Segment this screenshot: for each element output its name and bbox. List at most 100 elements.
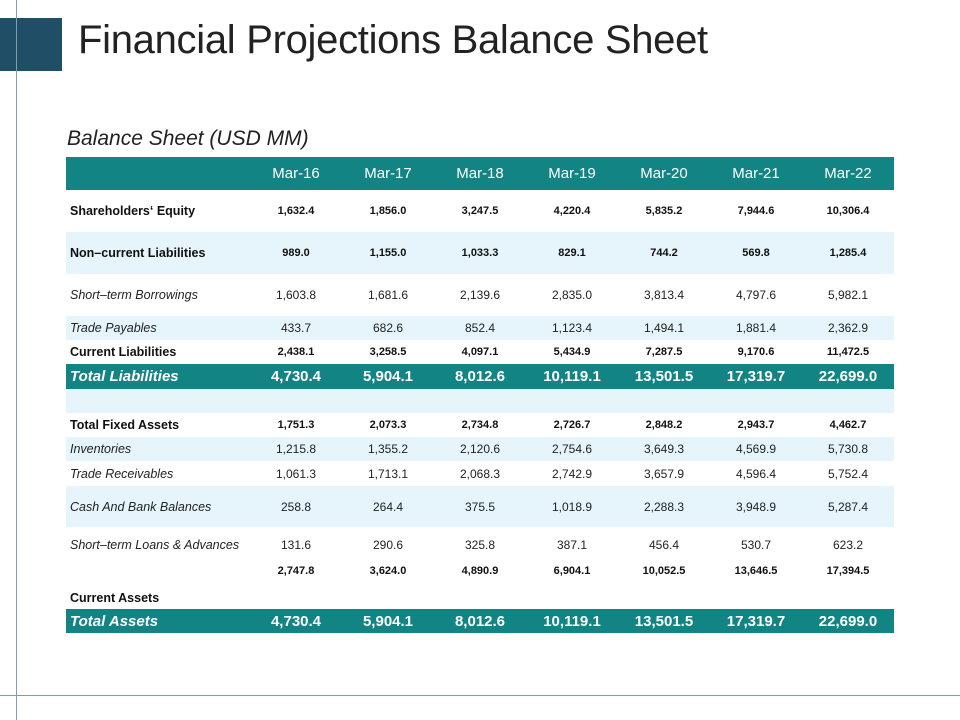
value-cell: 456.4 (618, 527, 710, 563)
table-row: Trade Receivables 1,061.3 1,713.1 2,068.3 2,… (66, 461, 894, 486)
value-cell: 5,904.1 (342, 609, 434, 633)
value-cell: 2,068.3 (434, 461, 526, 486)
value-cell: 22,699.0 (802, 609, 894, 633)
value-cell: 5,982.1 (802, 274, 894, 316)
value-cell: 1,494.1 (618, 316, 710, 340)
value-cell: 1,123.4 (526, 316, 618, 340)
empty-cell (66, 389, 250, 413)
value-cell: 2,747.8 (250, 563, 342, 609)
value-cell: 1,881.4 (710, 316, 802, 340)
value-cell: 7,944.6 (710, 190, 802, 232)
value-cell: 13,501.5 (618, 609, 710, 633)
value-cell: 530.7 (710, 527, 802, 563)
table-row: Shareholders‘ Equity 1,632.4 1,856.0 3,247.… (66, 190, 894, 232)
table-subtitle: Balance Sheet (USD MM) (67, 127, 309, 150)
value-cell: 2,726.7 (526, 413, 618, 437)
table-row: Total Fixed Assets 1,751.3 2,073.3 2,734.8 2… (66, 413, 894, 437)
value-cell: 5,752.4 (802, 461, 894, 486)
value-cell: 2,835.0 (526, 274, 618, 316)
value-cell: 2,754.6 (526, 437, 618, 461)
value-cell: 10,052.5 (618, 563, 710, 609)
value-cell: 5,904.1 (342, 364, 434, 389)
value-cell: 1,215.8 (250, 437, 342, 461)
value-cell: 8,012.6 (434, 364, 526, 389)
bottom-divider-line (0, 695, 960, 696)
table-row: Trade Payables 433.7 682.6 852.4 1,123.4 1,49… (66, 316, 894, 340)
row-label: Trade Receivables (66, 461, 250, 486)
row-label: Short–term Borrowings (66, 274, 250, 316)
value-cell: 852.4 (434, 316, 526, 340)
value-cell: 2,742.9 (526, 461, 618, 486)
value-cell: 2,438.1 (250, 340, 342, 364)
value-cell: 10,119.1 (526, 364, 618, 389)
value-cell: 11,472.5 (802, 340, 894, 364)
empty-cell (526, 389, 618, 413)
table-row: Current Liabilities 2,438.1 3,258.5 4,097.1… (66, 340, 894, 364)
value-cell: 4,730.4 (250, 609, 342, 633)
value-cell: 22,699.0 (802, 364, 894, 389)
column-header: Mar-17 (342, 157, 434, 190)
row-label: Shareholders‘ Equity (66, 190, 250, 232)
title-accent-block (0, 18, 62, 71)
table-row: Non–current Liabilities 989.0 1,155.0 1,033… (66, 232, 894, 274)
value-cell: 131.6 (250, 527, 342, 563)
value-cell: 433.7 (250, 316, 342, 340)
column-header: Mar-21 (710, 157, 802, 190)
value-cell: 1,681.6 (342, 274, 434, 316)
row-label: Total Fixed Assets (66, 413, 250, 437)
value-cell: 8,012.6 (434, 609, 526, 633)
value-cell: 2,362.9 (802, 316, 894, 340)
table-row: Short–term Loans & Advances 131.6 290.6 325… (66, 527, 894, 563)
header-corner-cell (66, 157, 250, 190)
empty-cell (802, 389, 894, 413)
empty-cell (710, 389, 802, 413)
value-cell: 3,657.9 (618, 461, 710, 486)
value-cell: 5,287.4 (802, 486, 894, 527)
value-cell: 5,730.8 (802, 437, 894, 461)
value-cell: 2,734.8 (434, 413, 526, 437)
value-cell: 2,943.7 (710, 413, 802, 437)
column-header: Mar-20 (618, 157, 710, 190)
row-label: Inventories (66, 437, 250, 461)
value-cell: 4,220.4 (526, 190, 618, 232)
value-cell: 10,119.1 (526, 609, 618, 633)
value-cell: 264.4 (342, 486, 434, 527)
column-header: Mar-22 (802, 157, 894, 190)
value-cell: 1,603.8 (250, 274, 342, 316)
value-cell: 4,569.9 (710, 437, 802, 461)
value-cell: 375.5 (434, 486, 526, 527)
value-cell: 1,355.2 (342, 437, 434, 461)
value-cell: 3,247.5 (434, 190, 526, 232)
value-cell: 4,797.6 (710, 274, 802, 316)
row-label: Current Liabilities (66, 340, 250, 364)
value-cell: 682.6 (342, 316, 434, 340)
value-cell: 3,649.3 (618, 437, 710, 461)
table-row: Cash And Bank Balances 258.8 264.4 375.5 1,0… (66, 486, 894, 527)
value-cell: 4,097.1 (434, 340, 526, 364)
empty-cell (434, 389, 526, 413)
value-cell: 10,306.4 (802, 190, 894, 232)
row-label: Non–current Liabilities (66, 232, 250, 274)
empty-cell (618, 389, 710, 413)
value-cell: 989.0 (250, 232, 342, 274)
value-cell: 1,033.3 (434, 232, 526, 274)
value-cell: 744.2 (618, 232, 710, 274)
row-label: Trade Payables (66, 316, 250, 340)
total-row: Total Assets 4,730.4 5,904.1 8,012.6 10,119.… (66, 609, 894, 633)
table-row: Inventories 1,215.8 1,355.2 2,120.6 2,754.6 3… (66, 437, 894, 461)
value-cell: 623.2 (802, 527, 894, 563)
value-cell: 5,835.2 (618, 190, 710, 232)
value-cell: 1,061.3 (250, 461, 342, 486)
value-cell: 569.8 (710, 232, 802, 274)
value-cell: 2,073.3 (342, 413, 434, 437)
table-row: Short–term Borrowings 1,603.8 1,681.6 2,139… (66, 274, 894, 316)
value-cell: 6,904.1 (526, 563, 618, 609)
value-cell: 4,462.7 (802, 413, 894, 437)
row-label: Total Liabilities (66, 364, 250, 389)
column-header: Mar-19 (526, 157, 618, 190)
row-label: Total Assets (66, 609, 250, 633)
value-cell: 2,139.6 (434, 274, 526, 316)
row-label: Current Assets (66, 563, 250, 609)
value-cell: 325.8 (434, 527, 526, 563)
value-cell: 4,596.4 (710, 461, 802, 486)
